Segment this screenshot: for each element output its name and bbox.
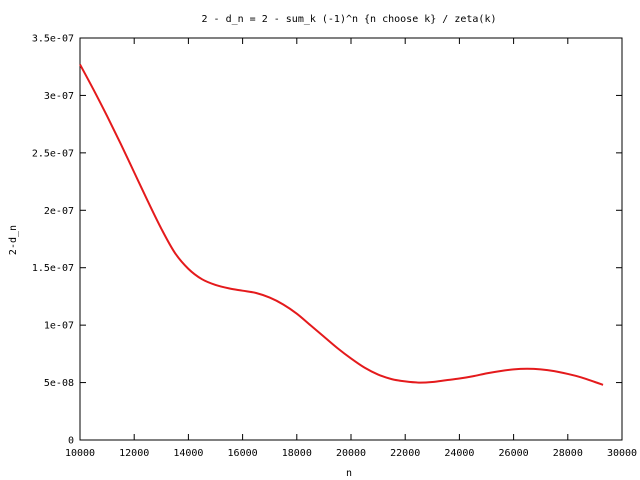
y-tick-label: 2e-07: [44, 206, 74, 217]
y-tick-label: 0: [68, 436, 74, 447]
x-tick-label: 26000: [499, 448, 529, 459]
x-tick-label: 16000: [228, 448, 258, 459]
x-tick-label: 12000: [119, 448, 149, 459]
x-tick-label: 20000: [336, 448, 366, 459]
y-tick-label: 3e-07: [44, 91, 74, 102]
x-tick-label: 28000: [553, 448, 583, 459]
x-tick-label: 24000: [444, 448, 474, 459]
x-tick-label: 14000: [173, 448, 203, 459]
x-axis-ticks: 10000 12000 14000 16000 18000 20000 22000 24000…: [65, 38, 637, 459]
x-tick-label: 22000: [390, 448, 420, 459]
y-tick-label: 2.5e-07: [32, 148, 74, 159]
x-tick-label: 30000: [607, 448, 637, 459]
chart-title: 2 - d_n = 2 - sum_k (-1)^n {n choose k} …: [201, 14, 496, 25]
plot-frame: [79, 37, 623, 441]
series-layer: [79, 63, 604, 386]
x-axis-label: n: [346, 468, 352, 479]
y-axis-ticks: 0 5e-08 1e-07 1.5e-07 2e-07 2.5e-07 3e-07 3.5e-…: [32, 34, 622, 447]
y-axis-label: 2-d_n: [8, 225, 19, 255]
y-tick-label: 1e-07: [44, 321, 74, 332]
x-tick-label: 18000: [282, 448, 312, 459]
y-tick-label: 1.5e-07: [32, 263, 74, 274]
series-line-0: [79, 63, 604, 386]
x-tick-label: 10000: [65, 448, 95, 459]
y-tick-label: 3.5e-07: [32, 34, 74, 45]
y-tick-label: 5e-08: [44, 378, 74, 389]
